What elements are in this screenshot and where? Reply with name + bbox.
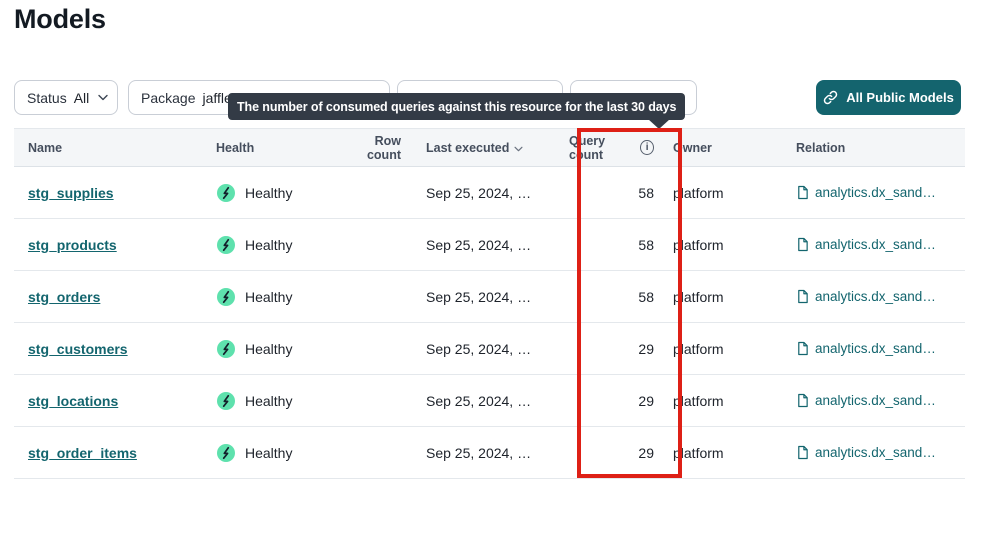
model-link[interactable]: stg_customers: [28, 340, 128, 357]
owner-cell: platform: [673, 444, 724, 461]
query-count-cell: 58: [638, 184, 654, 201]
relation-link[interactable]: analytics.dx_sand…: [815, 185, 936, 200]
status-filter[interactable]: Status All: [14, 80, 118, 115]
model-link[interactable]: stg_products: [28, 236, 117, 253]
sort-chevron-icon: [514, 141, 523, 155]
table-row: stg_orders Healthy Sep 25, 2024, … 58 pl…: [14, 271, 965, 323]
last-executed-cell: Sep 25, 2024, …: [426, 392, 532, 409]
table-row: stg_supplies Healthy Sep 25, 2024, … 58 …: [14, 167, 965, 219]
query-count-cell: 29: [638, 340, 654, 357]
owner-cell: platform: [673, 340, 724, 357]
owner-cell: platform: [673, 236, 724, 253]
health-badge-icon: [216, 391, 236, 411]
relation-link[interactable]: analytics.dx_sand…: [815, 445, 936, 460]
tooltip-caret: [648, 119, 670, 129]
health-status-label: Healthy: [245, 340, 293, 357]
query-count-cell: 29: [638, 444, 654, 461]
package-filter-label: Package: [141, 89, 196, 106]
models-table: Name Health Row count Last executed Quer…: [14, 128, 965, 479]
table-header-row: Name Health Row count Last executed Quer…: [14, 128, 965, 167]
last-executed-cell: Sep 25, 2024, …: [426, 444, 532, 461]
model-link[interactable]: stg_orders: [28, 288, 101, 305]
query-count-cell: 58: [638, 236, 654, 253]
relation-link[interactable]: analytics.dx_sand…: [815, 237, 936, 252]
last-executed-cell: Sep 25, 2024, …: [426, 236, 532, 253]
column-header-relation: Relation: [796, 140, 846, 155]
health-badge-icon: [216, 443, 236, 463]
column-header-health: Health: [216, 140, 255, 155]
health-badge-icon: [216, 339, 236, 359]
document-icon: [796, 289, 809, 304]
table-row: stg_customers Healthy Sep 25, 2024, … 29…: [14, 323, 965, 375]
health-status-label: Healthy: [245, 184, 293, 201]
status-filter-value: All: [73, 89, 90, 106]
document-icon: [796, 393, 809, 408]
document-icon: [796, 341, 809, 356]
owner-cell: platform: [673, 392, 724, 409]
model-link[interactable]: stg_locations: [28, 392, 119, 409]
health-status-label: Healthy: [245, 392, 293, 409]
column-header-query-count: Query count i: [563, 134, 654, 162]
document-icon: [796, 185, 809, 200]
all-public-models-button[interactable]: All Public Models: [816, 80, 961, 115]
column-header-row-count: Row count: [366, 133, 401, 162]
last-executed-cell: Sep 25, 2024, …: [426, 340, 532, 357]
document-icon: [796, 237, 809, 252]
relation-link[interactable]: analytics.dx_sand…: [815, 393, 936, 408]
relation-link[interactable]: analytics.dx_sand…: [815, 341, 936, 356]
owner-cell: platform: [673, 288, 724, 305]
relation-link[interactable]: analytics.dx_sand…: [815, 289, 936, 304]
owner-cell: platform: [673, 184, 724, 201]
column-header-name: Name: [28, 140, 63, 155]
health-status-label: Healthy: [245, 288, 293, 305]
document-icon: [796, 445, 809, 460]
model-link[interactable]: stg_supplies: [28, 184, 114, 201]
page-title: Models: [14, 4, 106, 34]
table-row: stg_products Healthy Sep 25, 2024, … 58 …: [14, 219, 965, 271]
info-icon[interactable]: i: [640, 140, 654, 155]
query-count-cell: 29: [638, 392, 654, 409]
query-count-tooltip: The number of consumed queries against t…: [228, 93, 686, 120]
all-public-models-label: All Public Models: [846, 90, 954, 105]
column-header-last-executed[interactable]: Last executed: [401, 141, 563, 155]
health-badge-icon: [216, 235, 236, 255]
last-executed-cell: Sep 25, 2024, …: [426, 184, 532, 201]
status-filter-label: Status: [27, 89, 67, 106]
last-executed-cell: Sep 25, 2024, …: [426, 288, 532, 305]
model-link[interactable]: stg_order_items: [28, 444, 137, 461]
query-count-cell: 58: [638, 288, 654, 305]
health-status-label: Healthy: [245, 236, 293, 253]
chevron-down-icon: [98, 94, 108, 101]
table-row: stg_order_items Healthy Sep 25, 2024, … …: [14, 427, 965, 479]
table-row: stg_locations Healthy Sep 25, 2024, … 29…: [14, 375, 965, 427]
health-badge-icon: [216, 287, 236, 307]
link-icon: [823, 90, 838, 105]
health-status-label: Healthy: [245, 444, 293, 461]
column-header-owner: Owner: [673, 140, 712, 155]
health-badge-icon: [216, 183, 236, 203]
